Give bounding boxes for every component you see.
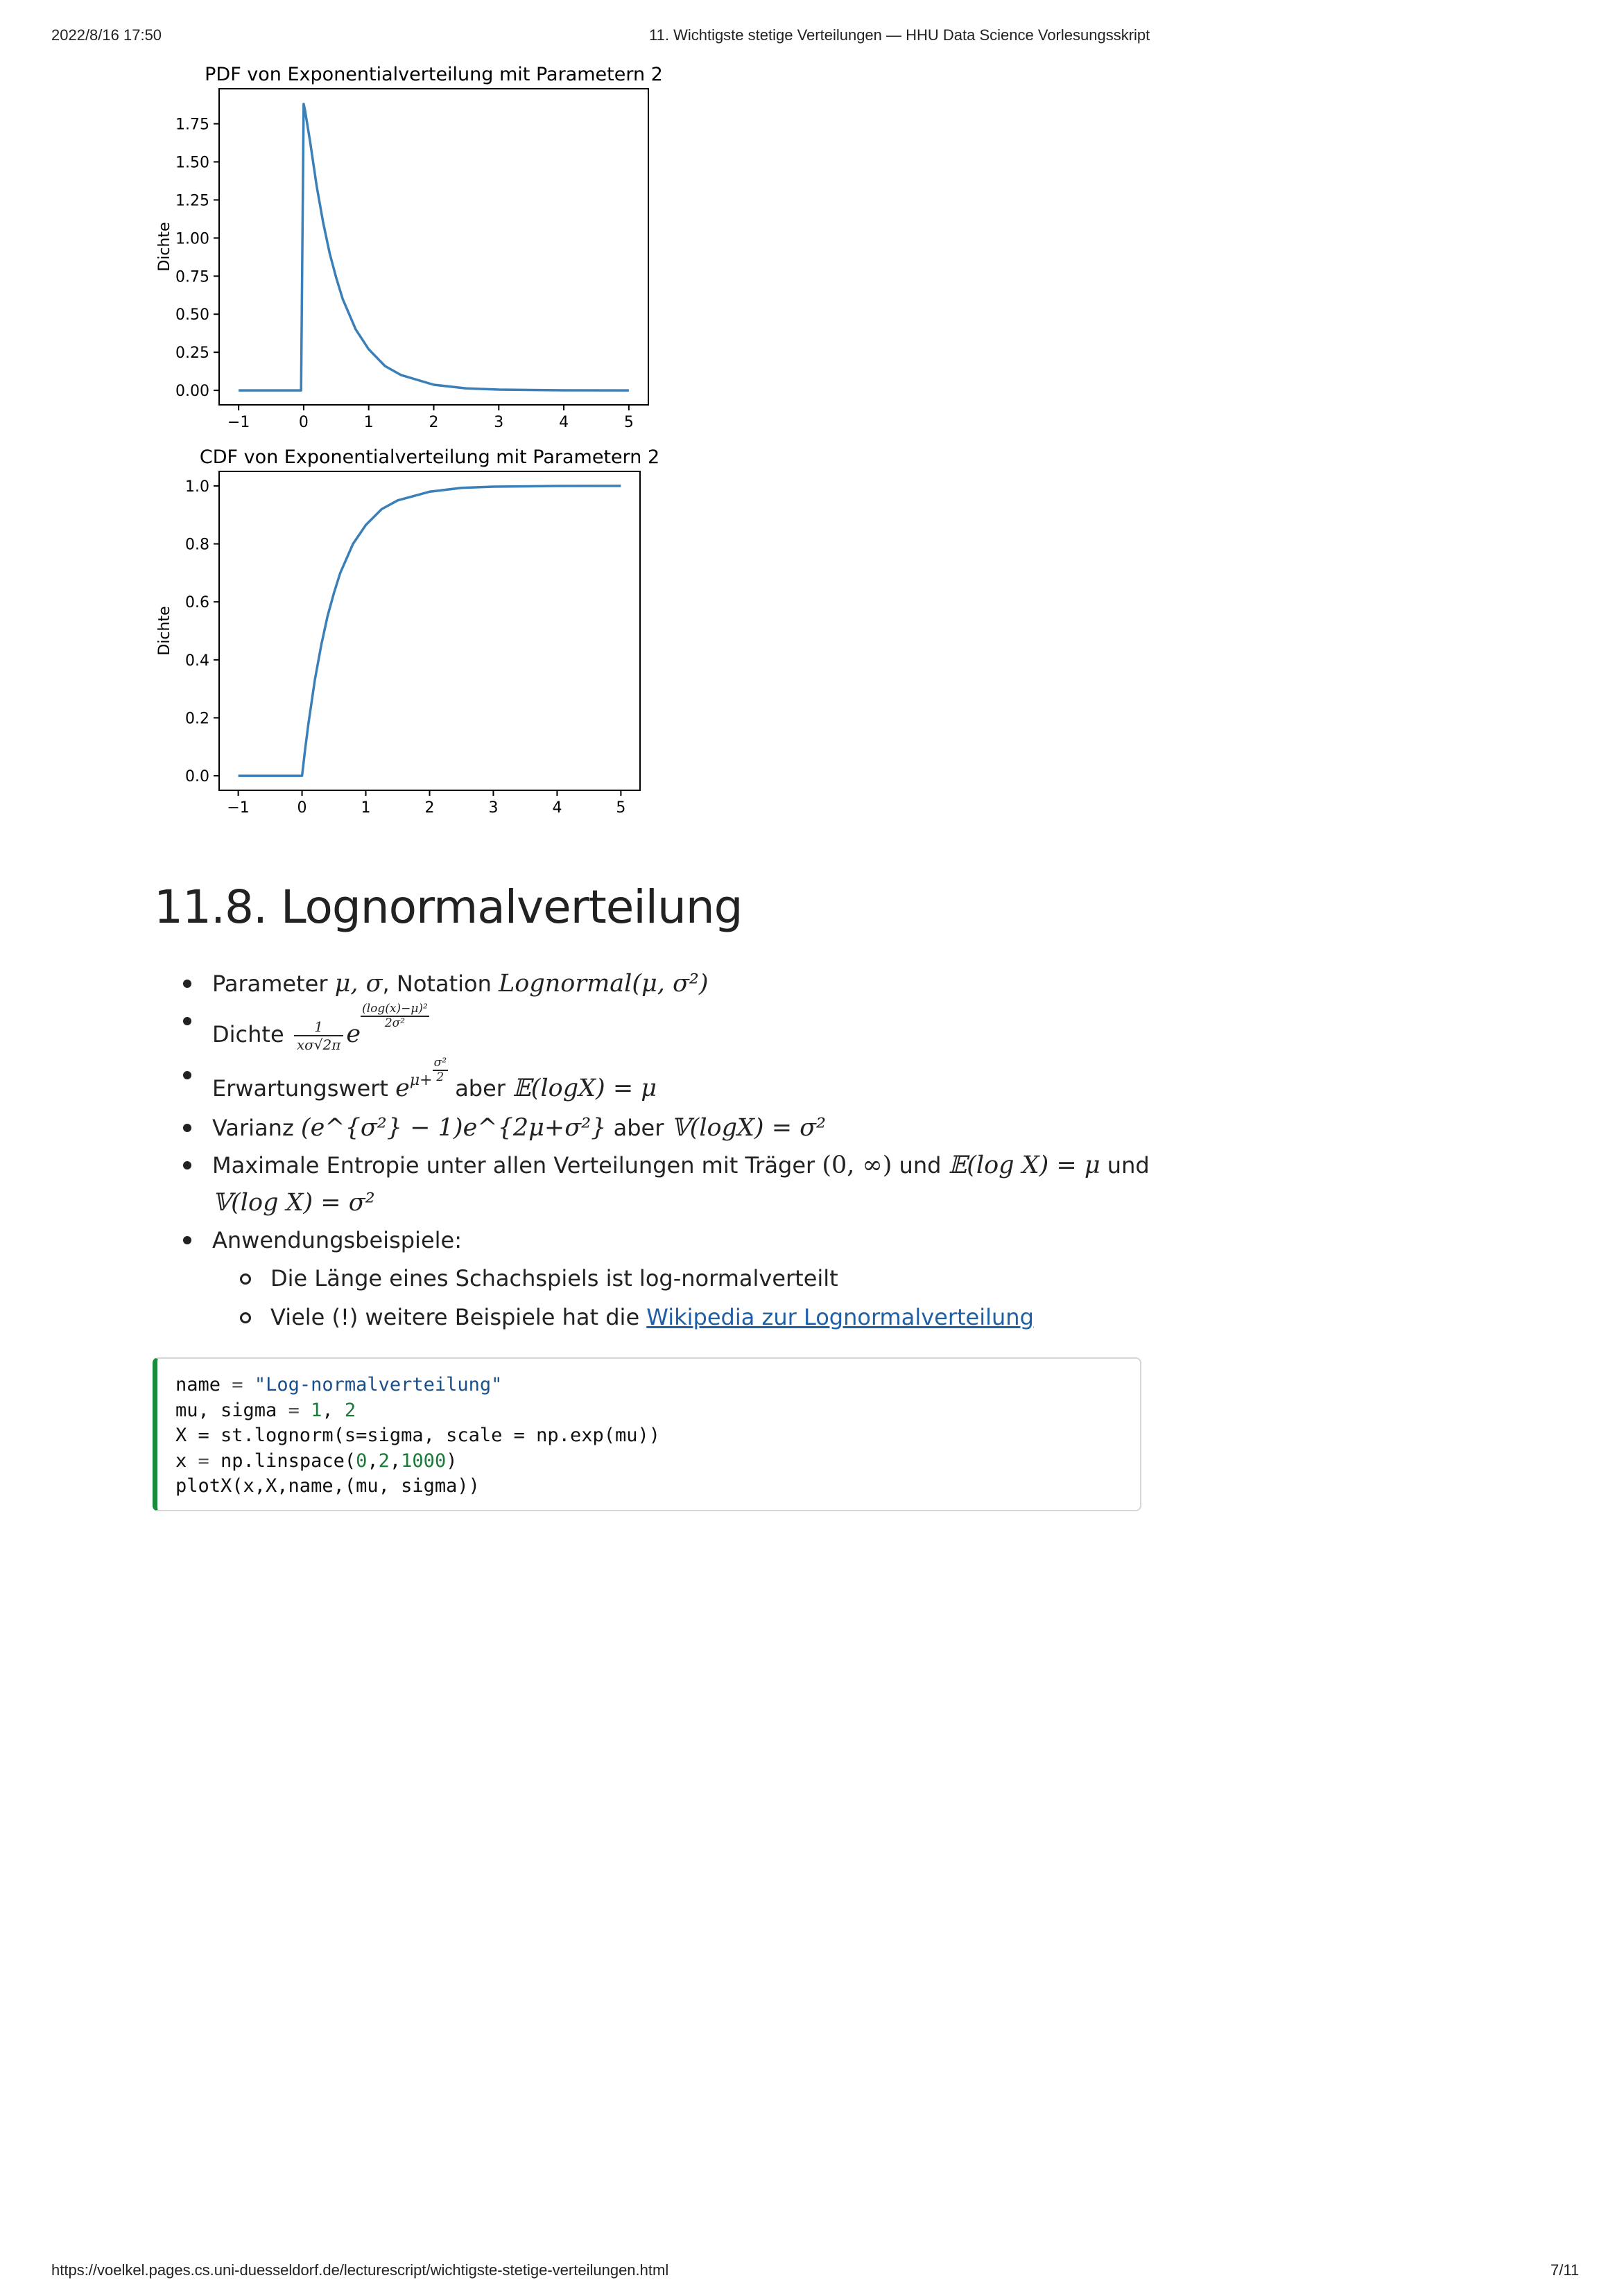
y-tick-label: 1.75 xyxy=(175,116,209,134)
code-line: x = np.linspace(0,2,1000) xyxy=(175,1450,458,1472)
sub-item-wikipedia: Viele (!) weitere Beispiele hat die Wiki… xyxy=(212,1298,1152,1337)
y-tick-label: 0.8 xyxy=(185,537,209,554)
chart-title: CDF von Exponentialverteilung mit Parame… xyxy=(200,446,659,468)
code-block: name = "Log-normalverteilung" mu, sigma … xyxy=(175,1373,660,1499)
y-tick-label: 0.75 xyxy=(175,268,209,286)
density-exponent: (log(x)−μ)² 2σ² xyxy=(361,1002,429,1030)
y-tick-label: 1.50 xyxy=(175,154,209,171)
sub-item-schach: Die Länge eines Schachspiels ist log-nor… xyxy=(212,1259,1152,1298)
code-cell[interactable]: name = "Log-normalverteilung" mu, sigma … xyxy=(153,1357,1141,1511)
x-tick-label: 5 xyxy=(624,414,634,431)
page-url[interactable]: https://voelkel.pages.cs.uni-duesseldorf… xyxy=(51,2261,669,2279)
y-tick-label: 0.2 xyxy=(185,710,209,727)
x-tick-label: 4 xyxy=(559,414,569,431)
plot-frame xyxy=(218,471,641,791)
list-item-erwartungswert: Erwartungswert eμ+ σ² 2 aber 𝔼(logX) = μ xyxy=(154,1056,1152,1109)
y-tick-label: 0.00 xyxy=(175,383,209,400)
varianz-formula: (e^{σ²} − 1)e^{2μ+σ²} xyxy=(300,1114,607,1142)
code-line: plotX(x,X,name,(mu, sigma)) xyxy=(175,1475,480,1497)
x-tick-label: 0 xyxy=(299,414,309,431)
x-tick-label: 1 xyxy=(361,799,371,817)
x-tick-label: 2 xyxy=(425,799,435,817)
y-tick-label: 1.00 xyxy=(175,230,209,247)
x-tick-label: 3 xyxy=(494,414,503,431)
y-tick-label: 0.4 xyxy=(185,652,209,670)
x-tick-label: 1 xyxy=(364,414,374,431)
x-tick-label: −1 xyxy=(227,414,250,431)
plot-frame xyxy=(218,88,649,406)
x-tick-label: 2 xyxy=(429,414,439,431)
y-tick-label: 0.6 xyxy=(185,594,209,611)
density-fraction: 1 xσ√2π xyxy=(293,1018,344,1053)
y-tick-label: 0.50 xyxy=(175,306,209,324)
section-heading: 11.8. Lognormalverteilung xyxy=(154,880,743,934)
property-list: Parameter μ, σ, Notation Lognormal(μ, σ²… xyxy=(154,965,1152,1337)
page-number: 7/11 xyxy=(1550,2261,1580,2279)
x-tick-label: 4 xyxy=(552,799,562,817)
code-line: name = "Log-normalverteilung" xyxy=(175,1374,503,1395)
cdf-chart: CDF von Exponentialverteilung mit Parame… xyxy=(156,446,659,817)
chart-title: PDF von Exponentialverteilung mit Parame… xyxy=(205,64,663,85)
list-item-parameter: Parameter μ, σ, Notation Lognormal(μ, σ²… xyxy=(154,965,1152,1002)
series-line xyxy=(238,485,621,777)
y-tick-label: 0.25 xyxy=(175,345,209,362)
pdf-chart: PDF von Exponentialverteilung mit Parame… xyxy=(156,64,663,431)
series-line xyxy=(239,103,629,392)
x-tick-label: 0 xyxy=(297,799,307,817)
wikipedia-link[interactable]: Wikipedia zur Lognormalverteilung xyxy=(646,1304,1034,1330)
x-tick-label: 3 xyxy=(488,799,498,817)
y-tick-label: 1.0 xyxy=(185,478,209,496)
y-tick-label: 0.0 xyxy=(185,768,209,785)
list-item-dichte: Dichte 1 xσ√2π e (log(x)−μ)² 2σ² xyxy=(154,1002,1152,1056)
x-tick-label: −1 xyxy=(227,799,249,817)
code-line: mu, sigma = 1, 2 xyxy=(175,1399,356,1421)
x-tick-label: 5 xyxy=(616,799,625,817)
print-datetime: 2022/8/16 17:50 xyxy=(51,26,162,44)
list-item-varianz: Varianz (e^{σ²} − 1)e^{2μ+σ²} aber 𝕍(log… xyxy=(154,1109,1152,1147)
list-item-entropie: Maximale Entropie unter allen Verteilung… xyxy=(154,1147,1152,1221)
example-sublist: Die Länge eines Schachspiels ist log-nor… xyxy=(212,1259,1152,1337)
list-item-beispiele: Anwendungsbeispiele: Die Länge eines Sch… xyxy=(154,1221,1152,1337)
page-title: 11. Wichtigste stetige Verteilungen — HH… xyxy=(649,26,1150,44)
y-axis-label: Dichte xyxy=(156,606,173,655)
y-tick-label: 1.25 xyxy=(175,192,209,209)
code-line: X = st.lognorm(s=sigma, scale = np.exp(m… xyxy=(175,1425,660,1446)
y-axis-label: Dichte xyxy=(156,222,173,271)
